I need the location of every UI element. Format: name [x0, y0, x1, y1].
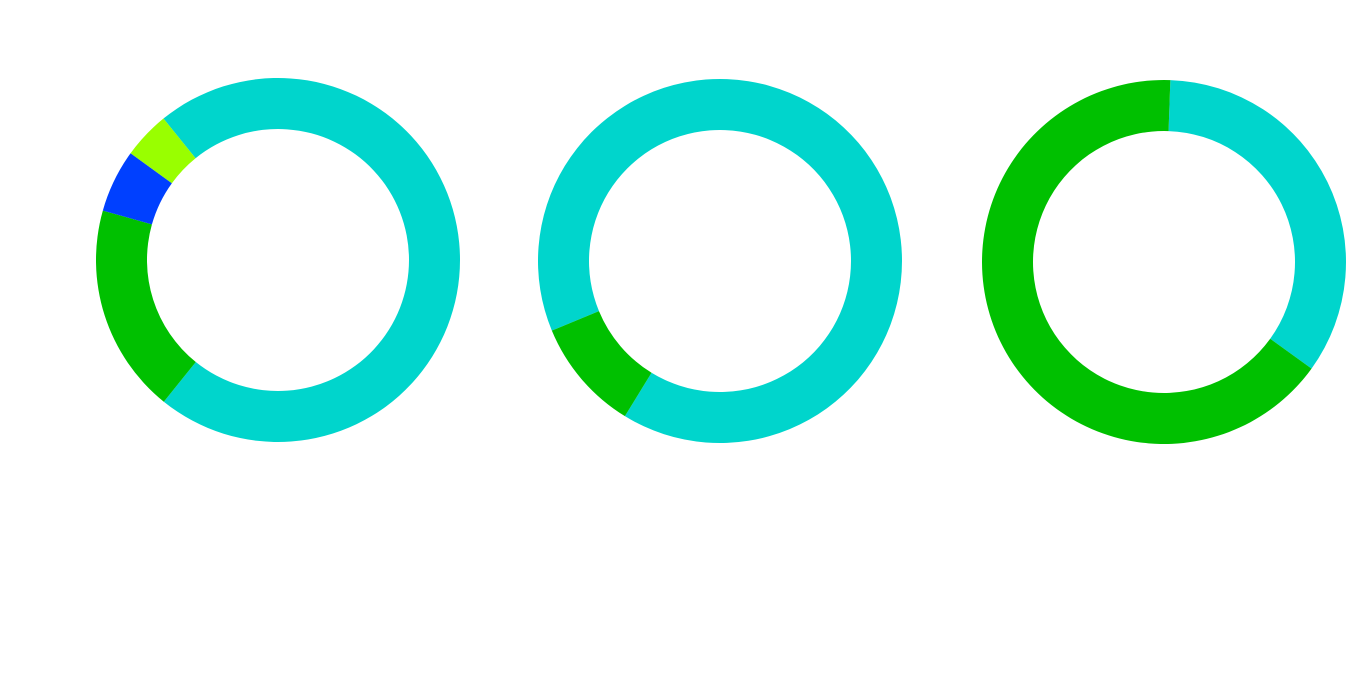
- donut-segment: [102, 153, 172, 225]
- donut-segment: [163, 78, 460, 442]
- donut-segment: [130, 118, 196, 184]
- donut-segment: [1168, 80, 1346, 369]
- donut-segment: [551, 311, 652, 417]
- donut-segment: [982, 80, 1312, 444]
- donut-segment: [95, 210, 196, 402]
